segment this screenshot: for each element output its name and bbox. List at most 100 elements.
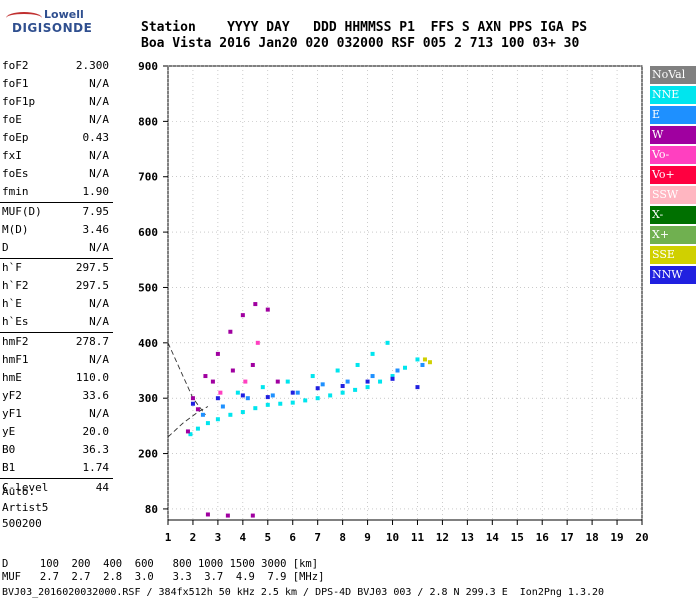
logo-lowell-text: Lowell [44, 8, 84, 21]
param-label: yF1 [2, 407, 22, 420]
legend-item-x-: X+ [650, 226, 696, 244]
echo-point-nne [370, 351, 375, 356]
x-tick-label: 4 [240, 531, 247, 544]
echo-point-nne [205, 421, 210, 426]
param-label: foE [2, 113, 22, 126]
param-value: 20.0 [82, 425, 110, 438]
x-tick-label: 8 [339, 531, 346, 544]
param-label: foF2 [2, 59, 29, 72]
legend-item-noval: NoVal [650, 66, 696, 84]
param-label: M(D) [2, 223, 29, 236]
echo-point-e [370, 374, 375, 379]
param-label: foF1 [2, 77, 29, 90]
y-tick-label: 700 [138, 171, 158, 184]
echo-point-nne [328, 393, 333, 398]
legend-item-vo-: Vo+ [650, 166, 696, 184]
param-value: 36.3 [82, 443, 110, 456]
echo-point-nne [215, 417, 220, 422]
echo-point-sse [427, 360, 432, 365]
param-row: foE N/A [0, 111, 113, 129]
echo-point-nne [340, 390, 345, 395]
param-label: foEp [2, 131, 29, 144]
param-label: B0 [2, 443, 16, 456]
param-label: hmF2 [2, 335, 29, 348]
header-labels: Station YYYY DAY DDD HHMMSS P1 FFS S AXN… [141, 20, 588, 35]
echo-point-w [190, 396, 195, 401]
param-row: h`Es N/A [0, 313, 113, 331]
echo-point-nne [285, 379, 290, 384]
param-row: foEp 0.43 [0, 129, 113, 147]
echo-point-w [250, 362, 255, 367]
param-row: hmF2 278.7 [0, 333, 113, 351]
legend-item-vo-: Vo- [650, 146, 696, 164]
x-tick-label: 17 [561, 531, 574, 544]
echo-point-nne [315, 396, 320, 401]
y-tick-label: 400 [138, 337, 158, 350]
param-row: MUF(D) 7.95 [0, 203, 113, 221]
param-label: hmE [2, 371, 22, 384]
model-profile-lower [167, 406, 209, 438]
x-tick-label: 14 [486, 531, 500, 544]
echo-point-e [345, 379, 350, 384]
param-value: N/A [89, 353, 109, 366]
echo-point-nnw [290, 390, 295, 395]
y-tick-label: 200 [138, 448, 158, 461]
echo-point-nne [353, 387, 358, 392]
legend-item-nne: NNE [650, 86, 696, 104]
param-value: 0.43 [82, 131, 110, 144]
echo-point-w [215, 351, 220, 356]
legend-item-ssw: SSW [650, 186, 696, 204]
echo-point-nne [228, 412, 233, 417]
legend-item-nnw: NNW [650, 266, 696, 284]
param-row: h`F2 297.5 [0, 277, 113, 295]
echo-point-w [253, 302, 258, 307]
param-label: B1 [2, 461, 16, 474]
echo-point-w [265, 307, 270, 312]
echo-point-nnw [190, 401, 195, 406]
x-tick-label: 16 [536, 531, 550, 544]
echo-point-nne [235, 390, 240, 395]
param-value: N/A [89, 315, 109, 328]
x-tick-label: 13 [461, 531, 474, 544]
echo-point-w [185, 429, 190, 434]
param-value: N/A [89, 167, 109, 180]
param-row: B1 1.74 [0, 459, 113, 477]
param-row: yE 20.0 [0, 423, 113, 441]
x-tick-label: 2 [190, 531, 197, 544]
echo-point-nne [265, 402, 270, 407]
echo-point-vo- [218, 390, 223, 395]
echo-point-nne [390, 374, 395, 379]
x-tick-label: 11 [411, 531, 425, 544]
param-label: foF1p [2, 95, 36, 108]
echo-point-vo- [255, 340, 260, 345]
echo-point-w [203, 374, 208, 379]
param-row: foF1p N/A [0, 93, 113, 111]
echo-point-nne [195, 426, 200, 431]
x-tick-label: 9 [364, 531, 371, 544]
param-label: C-level [2, 481, 49, 494]
param-label: hmF1 [2, 353, 29, 366]
param-value: 297.5 [75, 279, 109, 292]
echo-point-e [420, 362, 425, 367]
echo-point-e [395, 368, 400, 373]
legend-item-e: E [650, 106, 696, 124]
param-value: N/A [89, 297, 109, 310]
param-value: N/A [89, 149, 109, 162]
param-row: h`E N/A [0, 295, 113, 313]
echo-point-nne [355, 362, 360, 367]
x-tick-label: 20 [635, 531, 648, 544]
x-tick-label: 10 [386, 531, 399, 544]
param-row: fmin 1.90 [0, 183, 113, 201]
param-label: yF2 [2, 389, 22, 402]
autoscaling-program: Artist5 [2, 501, 49, 514]
param-value: 2.300 [75, 59, 109, 72]
header-values: Boa Vista 2016 Jan20 020 032000 RSF 005 … [141, 36, 580, 51]
param-row: D N/A [0, 239, 113, 257]
param-value: N/A [89, 241, 109, 254]
param-separator [0, 478, 113, 479]
echo-point-e [320, 382, 325, 387]
param-label: foEs [2, 167, 29, 180]
plot-frame [167, 65, 643, 521]
model-profile-upper [167, 342, 206, 416]
